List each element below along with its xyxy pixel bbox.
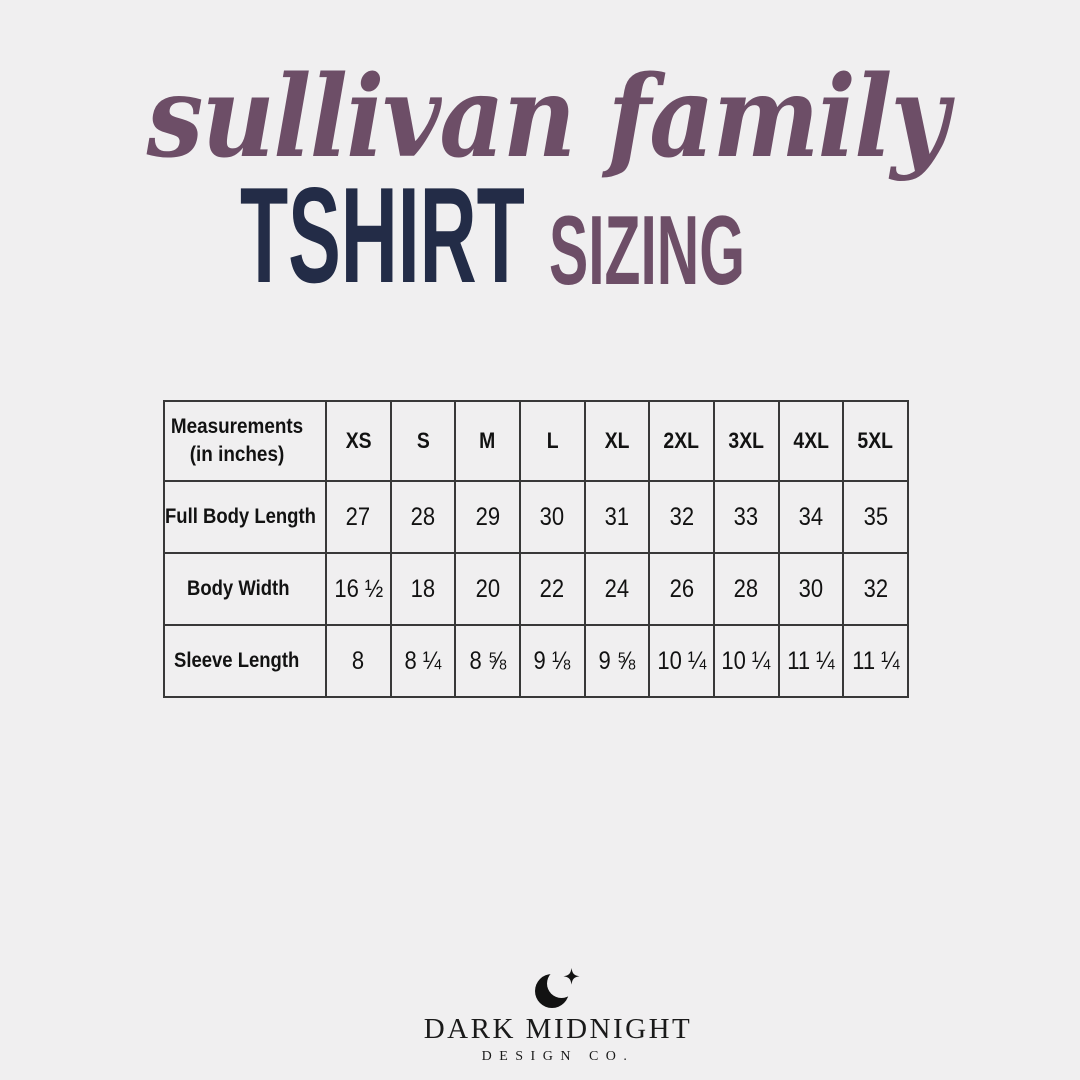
row-label: Body Width: [163, 552, 327, 626]
size-value-cell: 8: [325, 624, 392, 698]
size-column-header-label: 5XL: [857, 428, 894, 453]
row-label-text: Sleeve Length: [173, 649, 300, 672]
size-value: 11 ¼: [787, 646, 835, 675]
size-column-header-label: XS: [345, 428, 372, 453]
size-value-cell: 8 ⅝: [454, 624, 521, 698]
size-column-header-4xl: 4XL: [777, 400, 845, 482]
size-value: 16 ½: [333, 574, 383, 603]
row-label-text: Body Width: [186, 577, 290, 600]
size-column-header-label: XL: [604, 428, 630, 453]
size-value: 33: [734, 502, 759, 531]
size-column-header-xl: XL: [583, 400, 651, 482]
size-value: 9 ⅛: [533, 646, 571, 675]
size-value-cell: 22: [518, 552, 586, 626]
size-value-cell: 30: [777, 552, 845, 626]
size-column-header-m: M: [454, 400, 521, 482]
size-value: 26: [669, 574, 694, 603]
size-value: 10 ¼: [657, 646, 707, 675]
size-value-cell: 27: [325, 480, 392, 554]
row-label-text: Full Body Length: [165, 505, 316, 528]
size-value: 28: [734, 574, 759, 603]
row-label: Full Body Length: [163, 480, 327, 554]
brand-subtitle: DESIGN CO.: [481, 1048, 635, 1064]
corner-header-line1: Measurements: [170, 414, 304, 438]
size-value: 32: [669, 502, 694, 531]
size-column-header-label: 2XL: [663, 428, 700, 453]
size-value: 34: [798, 502, 824, 531]
size-value: 30: [798, 574, 824, 603]
brand-name: DARK MIDNIGHT: [423, 1013, 693, 1045]
size-value: 11 ¼: [851, 646, 900, 675]
size-value-cell: 31: [583, 480, 651, 554]
size-column-header-label: M: [479, 428, 496, 453]
corner-header-line2: (in inches): [189, 443, 285, 466]
size-value: 30: [540, 502, 565, 531]
size-value-cell: 9 ⅛: [518, 624, 586, 698]
sizing-table: Measurements (in inches) XS S M L XL 2XL…: [163, 400, 909, 698]
size-value-cell: 16 ½: [325, 552, 392, 626]
size-value: 10 ¼: [721, 646, 771, 675]
size-value: 9 ⅝: [598, 646, 636, 675]
size-value: 8: [352, 646, 365, 675]
size-value-cell: 24: [583, 552, 651, 626]
size-column-header-label: 3XL: [728, 428, 765, 453]
size-value: 22: [540, 574, 565, 603]
title-word-sizing: SIZING: [549, 195, 746, 305]
size-value: 20: [475, 574, 500, 603]
size-value-cell: 35: [842, 480, 909, 554]
size-value: 28: [410, 502, 436, 531]
size-value-cell: 32: [648, 480, 715, 554]
row-label: Sleeve Length: [163, 624, 327, 698]
size-column-header-label: 4XL: [793, 428, 829, 453]
size-column-header-2xl: 2XL: [648, 400, 715, 482]
size-value-cell: 28: [389, 480, 457, 554]
size-value-cell: 30: [518, 480, 586, 554]
size-value-cell: 32: [842, 552, 909, 626]
title-word-tshirt: TSHIRT: [240, 159, 525, 311]
size-value-cell: 11 ¼: [842, 624, 909, 698]
size-value-cell: 8 ¼: [389, 624, 457, 698]
size-value-cell: 34: [777, 480, 845, 554]
star-sparkle-shape: [563, 968, 580, 985]
size-value-cell: 20: [454, 552, 521, 626]
size-value-cell: 18: [389, 552, 457, 626]
size-value-cell: 28: [712, 552, 780, 626]
corner-header: Measurements (in inches): [163, 400, 327, 482]
size-column-header-s: S: [389, 400, 457, 482]
table-row-sleeve-length: Sleeve Length 8 8 ¼ 8 ⅝ 9 ⅛ 9 ⅝ 10 ¼ 10 …: [163, 624, 909, 698]
size-value-cell: 9 ⅝: [583, 624, 651, 698]
size-value-cell: 29: [454, 480, 521, 554]
table-row-body-width: Body Width 16 ½ 18 20 22 24 26 28 30 32: [163, 552, 909, 626]
size-value: 32: [863, 574, 888, 603]
size-value-cell: 10 ¼: [648, 624, 715, 698]
size-value: 8 ¼: [404, 646, 442, 675]
size-column-header-label: S: [416, 428, 430, 453]
script-title: sullivan family: [146, 52, 949, 183]
size-column-header-xs: XS: [325, 400, 392, 482]
table-row-full-body-length: Full Body Length 27 28 29 30 31 32 33 34…: [163, 480, 909, 554]
size-value: 29: [475, 502, 500, 531]
size-value: 18: [410, 574, 436, 603]
table-header-row: Measurements (in inches) XS S M L XL 2XL…: [163, 400, 909, 482]
size-column-header-l: L: [518, 400, 586, 482]
size-value: 31: [604, 502, 630, 531]
size-value: 8 ⅝: [469, 646, 506, 675]
size-value-cell: 33: [712, 480, 780, 554]
brand-footer: DARK MIDNIGHT DESIGN CO.: [18, 966, 1080, 1065]
size-value: 35: [863, 502, 888, 531]
crescent-moon-star-icon: [535, 968, 580, 1008]
size-value-cell: 11 ¼: [777, 624, 845, 698]
size-column-header-5xl: 5XL: [842, 400, 909, 482]
size-value: 24: [604, 574, 630, 603]
size-value-cell: 10 ¼: [712, 624, 780, 698]
size-value: 27: [346, 502, 371, 531]
size-column-header-label: L: [546, 428, 559, 453]
size-column-header-3xl: 3XL: [712, 400, 780, 482]
size-value-cell: 26: [648, 552, 715, 626]
